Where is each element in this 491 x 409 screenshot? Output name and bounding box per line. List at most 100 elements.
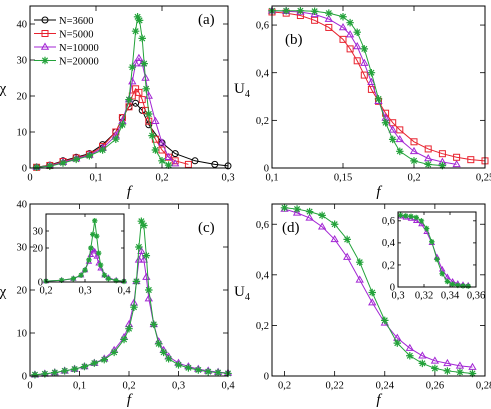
plot-frame <box>29 5 229 169</box>
data-point <box>139 255 149 263</box>
data-point <box>41 370 49 378</box>
data-point <box>140 221 148 230</box>
data-point <box>95 250 102 256</box>
data-point <box>429 239 435 245</box>
data-point <box>353 28 361 36</box>
y-tick-label: 20 <box>17 92 28 103</box>
x-tick-label: 0 <box>27 381 32 392</box>
data-point <box>360 45 369 53</box>
y-tick-label: 0,2 <box>256 116 269 127</box>
x-tick-label: 0,2 <box>39 286 52 297</box>
x-tick-label: 0,2 <box>278 381 291 392</box>
data-point <box>132 277 141 286</box>
data-point <box>158 157 166 165</box>
data-point <box>305 213 314 221</box>
y-tick-label: 0 <box>264 164 269 175</box>
series-n-20000 <box>280 204 477 378</box>
x-tick-label: 0,34 <box>441 291 460 302</box>
data-point <box>438 161 447 170</box>
series-n-20000 <box>43 218 127 285</box>
data-point <box>46 162 54 170</box>
y-tick-label: 0 <box>22 164 27 175</box>
data-point <box>438 150 446 158</box>
x-tick-label: 0,25 <box>476 173 491 184</box>
data-point <box>367 77 376 85</box>
data-point <box>60 367 69 375</box>
x-tick-label: 0,3 <box>172 381 185 392</box>
data-point <box>330 220 339 228</box>
data-point <box>86 257 92 263</box>
data-point <box>125 324 133 333</box>
inset-background <box>398 212 476 287</box>
data-point <box>355 275 364 283</box>
data-point <box>97 262 104 268</box>
x-tick-label: 0 <box>27 173 32 184</box>
data-point <box>403 213 409 219</box>
y-tick-label: 10 <box>17 128 28 139</box>
data-point <box>135 16 144 25</box>
y-tick-label: 0 <box>22 372 27 383</box>
data-point <box>51 368 59 377</box>
x-tick-label: 0,24 <box>376 381 395 392</box>
y-axis-label: χ <box>0 284 7 300</box>
data-point <box>368 298 377 306</box>
data-point <box>444 278 451 285</box>
data-point <box>311 16 319 24</box>
data-point <box>424 154 433 162</box>
legend-label: N=20000 <box>59 56 99 67</box>
series-line <box>36 102 229 168</box>
data-point <box>305 207 314 216</box>
plot-frame <box>397 211 477 288</box>
series-line <box>271 11 486 162</box>
y-tick-label: 30 <box>17 56 28 67</box>
data-point <box>455 282 461 289</box>
chart-panel: 0,2 0,3 0,4 0 20 30 <box>33 213 131 297</box>
data-point <box>325 9 333 17</box>
y-axis-label: χ <box>0 81 7 97</box>
data-point <box>325 23 333 31</box>
data-point <box>128 63 137 71</box>
series-n-10000 <box>280 204 477 370</box>
series-n-20000 <box>31 217 232 379</box>
data-point <box>296 7 305 15</box>
series-n-20000 <box>397 212 471 289</box>
data-point <box>360 71 368 79</box>
data-point <box>339 12 347 21</box>
data-point <box>164 355 173 363</box>
chart-panel: 0,3 0,32 0,34 0,36 0 0,2 0,4 0,6 <box>382 211 485 302</box>
data-point <box>137 217 146 225</box>
y-tick-label: 0,2 <box>256 321 269 332</box>
data-point <box>82 267 88 273</box>
series-line <box>284 208 473 368</box>
data-point <box>418 359 427 368</box>
data-point <box>145 110 153 118</box>
data-point <box>211 160 219 168</box>
data-point <box>92 218 98 224</box>
data-point <box>280 204 289 212</box>
data-point <box>343 235 351 244</box>
data-point <box>339 35 347 43</box>
data-point <box>438 265 446 272</box>
legend-item: N=10000 <box>34 42 99 54</box>
data-point <box>439 271 445 277</box>
data-point <box>430 356 440 364</box>
data-point <box>456 368 464 376</box>
data-point <box>154 340 163 348</box>
data-point <box>91 247 99 254</box>
y-tick-label: 30 <box>33 226 44 237</box>
data-point <box>353 57 361 65</box>
panel-label: (d) <box>282 220 300 236</box>
data-point <box>40 42 50 50</box>
data-point <box>41 16 49 24</box>
data-point <box>424 160 432 169</box>
data-point <box>346 45 354 53</box>
data-point <box>418 218 425 224</box>
data-point <box>120 335 128 344</box>
data-point <box>70 365 79 373</box>
data-point <box>125 103 133 111</box>
data-point <box>452 159 461 168</box>
data-point <box>31 370 39 379</box>
data-point <box>90 231 96 238</box>
x-axis-label: f <box>376 184 382 200</box>
data-point <box>324 14 333 22</box>
